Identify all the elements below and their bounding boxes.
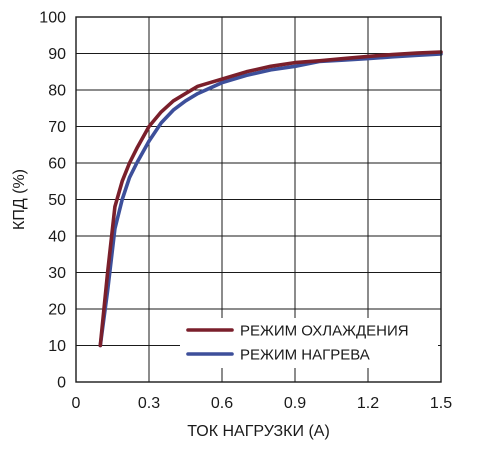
x-tick-label: 1.5 (430, 395, 452, 412)
legend-background (180, 318, 438, 368)
y-tick-label: 30 (48, 265, 66, 282)
x-axis-ticks: 0 0.3 0.6 0.9 1.2 1.5 (72, 395, 453, 412)
y-tick-label: 40 (48, 229, 66, 246)
y-tick-label: 20 (48, 302, 66, 319)
y-tick-label: 100 (39, 10, 66, 27)
y-axis-label: КПД (%) (11, 169, 28, 230)
y-tick-label: 0 (57, 375, 66, 392)
series-lines (98, 50, 443, 348)
legend: РЕЖИМ ОХЛАЖДЕНИЯ РЕЖИМ НАГРЕВА (180, 318, 438, 368)
y-tick-label: 50 (48, 192, 66, 209)
series-line-heating (98, 52, 443, 348)
y-tick-label: 90 (48, 46, 66, 63)
y-tick-label: 10 (48, 338, 66, 355)
legend-label-heating: РЕЖИМ НАГРЕВА (240, 347, 370, 364)
x-tick-label: 0.3 (138, 395, 160, 412)
series-line-cooling (98, 50, 443, 348)
x-axis-label: ТОК НАГРУЗКИ (A) (187, 423, 330, 440)
y-tick-label: 80 (48, 83, 66, 100)
legend-label-cooling: РЕЖИМ ОХЛАЖДЕНИЯ (240, 323, 409, 340)
y-tick-label: 60 (48, 156, 66, 173)
x-tick-label: 0.9 (284, 395, 306, 412)
x-tick-label: 0.6 (211, 395, 233, 412)
plot-frame (75, 16, 442, 383)
y-axis-ticks: 0 10 20 30 40 50 60 70 80 90 100 (39, 10, 66, 392)
x-tick-label: 0 (72, 395, 81, 412)
y-tick-label: 70 (48, 119, 66, 136)
x-tick-label: 1.2 (357, 395, 379, 412)
